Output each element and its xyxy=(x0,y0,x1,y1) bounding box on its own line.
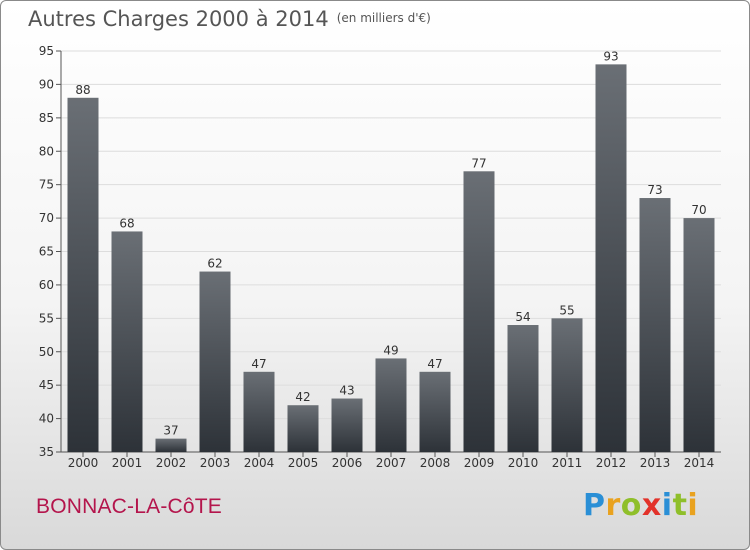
bar-2007 xyxy=(375,358,407,452)
x-tick-label-2001: 2001 xyxy=(112,456,143,470)
data-label-2005: 42 xyxy=(295,390,310,404)
data-label-2000: 88 xyxy=(75,83,90,97)
data-label-2006: 43 xyxy=(339,384,354,398)
y-tick-label: 95 xyxy=(39,44,54,58)
logo-letter: x xyxy=(641,488,662,523)
logo-letter: i xyxy=(661,488,673,523)
y-tick-label: 85 xyxy=(39,111,54,125)
y-tick-label: 65 xyxy=(39,245,54,259)
y-tick-label: 45 xyxy=(39,378,54,392)
x-tick-label-2002: 2002 xyxy=(156,456,187,470)
data-label-2014: 70 xyxy=(691,203,706,217)
data-label-2009: 77 xyxy=(471,156,486,170)
y-tick-label: 70 xyxy=(39,211,54,225)
data-label-2008: 47 xyxy=(427,357,442,371)
commune-name: BONNAC-LA-CôTE xyxy=(36,495,222,518)
y-tick-label: 90 xyxy=(39,77,54,91)
x-tick-label-2014: 2014 xyxy=(684,456,715,470)
x-tick-label-2003: 2003 xyxy=(200,456,231,470)
bar-2008 xyxy=(419,371,451,452)
x-tick-label-2005: 2005 xyxy=(288,456,319,470)
x-tick-label-2004: 2004 xyxy=(244,456,275,470)
chart-title-text: Autres Charges 2000 à 2014 xyxy=(28,7,329,31)
bar-2003 xyxy=(199,271,231,452)
chart-unit: (en milliers d'€) xyxy=(336,11,431,25)
data-label-2013: 73 xyxy=(647,183,662,197)
bar-2009 xyxy=(463,171,495,453)
logo-letter: P xyxy=(583,488,606,523)
data-label-2007: 49 xyxy=(383,343,398,357)
bar-2002 xyxy=(155,438,187,452)
data-label-2004: 47 xyxy=(251,357,266,371)
logo-letter: i xyxy=(687,488,699,523)
x-tick-label-2007: 2007 xyxy=(376,456,407,470)
data-label-2010: 54 xyxy=(515,310,530,324)
bar-2010 xyxy=(507,325,539,452)
bar-2005 xyxy=(287,405,319,452)
logo-letter: t xyxy=(672,488,688,523)
bar-2000 xyxy=(67,97,99,453)
chart-title: Autres Charges 2000 à 2014 (en milliers d… xyxy=(28,7,431,31)
bar-2013 xyxy=(639,198,671,452)
y-tick-label: 40 xyxy=(39,412,54,426)
bar-2014 xyxy=(683,218,715,452)
x-tick-label-2011: 2011 xyxy=(552,456,583,470)
logo-letter: r xyxy=(605,488,621,523)
x-tick-label-2008: 2008 xyxy=(420,456,451,470)
y-tick-label: 80 xyxy=(39,144,54,158)
bar-2011 xyxy=(551,318,583,452)
x-tick-label-2013: 2013 xyxy=(640,456,671,470)
x-tick-label-2000: 2000 xyxy=(68,456,99,470)
y-tick-label: 55 xyxy=(39,311,54,325)
y-tick-label: 75 xyxy=(39,178,54,192)
y-tick-label: 50 xyxy=(39,345,54,359)
x-tick-label-2012: 2012 xyxy=(596,456,627,470)
bar-2001 xyxy=(111,231,143,452)
x-tick-label-2009: 2009 xyxy=(464,456,495,470)
x-tick-label-2010: 2010 xyxy=(508,456,539,470)
bar-2012 xyxy=(595,64,627,452)
y-tick-label: 60 xyxy=(39,278,54,292)
x-tick-label-2006: 2006 xyxy=(332,456,363,470)
data-label-2012: 93 xyxy=(603,49,618,63)
data-label-2011: 55 xyxy=(559,303,574,317)
logo-letter: o xyxy=(620,488,642,523)
y-tick-label: 35 xyxy=(39,445,54,459)
bar-2004 xyxy=(243,371,275,452)
data-label-2002: 37 xyxy=(163,424,178,438)
data-label-2001: 68 xyxy=(119,216,134,230)
proxiti-logo: Proxiti xyxy=(583,488,698,523)
bar-2006 xyxy=(331,398,363,452)
data-label-2003: 62 xyxy=(207,257,222,271)
